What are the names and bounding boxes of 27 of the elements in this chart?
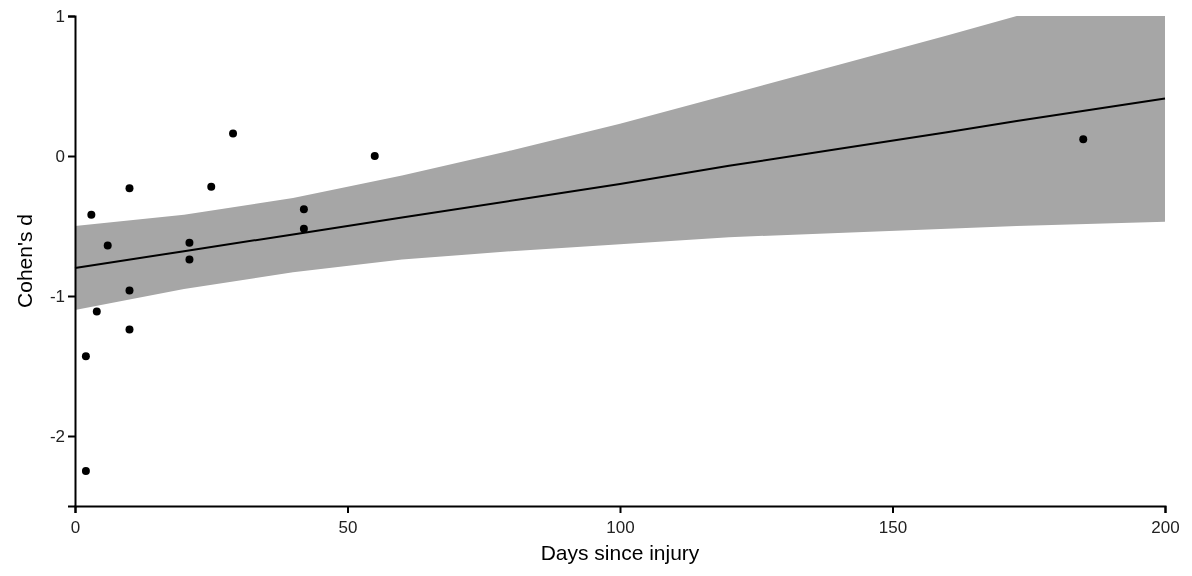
x-tick-label: 200 <box>1151 518 1180 537</box>
x-tick-label: 50 <box>338 518 358 537</box>
point <box>87 210 96 219</box>
point <box>185 255 194 264</box>
point <box>370 152 379 160</box>
point <box>185 238 194 247</box>
point <box>81 352 90 361</box>
y-tick-label: 1 <box>55 6 65 26</box>
y-axis-title: Cohen's d <box>13 214 36 308</box>
point <box>81 467 90 475</box>
x-tick-label: 100 <box>606 518 635 537</box>
y-tick-label: -1 <box>49 286 65 306</box>
x-axis-title: Days since injury <box>540 541 700 564</box>
point <box>229 129 238 138</box>
point <box>92 307 101 316</box>
x-tick-label: 150 <box>878 518 908 537</box>
point <box>125 325 134 334</box>
point <box>1079 135 1088 144</box>
y-tick-label: 0 <box>55 146 65 166</box>
point <box>125 286 134 295</box>
point <box>299 224 308 233</box>
point <box>299 205 308 214</box>
point <box>103 241 112 250</box>
point <box>125 184 134 193</box>
x-tick-label: 0 <box>70 518 81 537</box>
point <box>207 182 216 191</box>
y-tick-label: -2 <box>49 426 65 446</box>
